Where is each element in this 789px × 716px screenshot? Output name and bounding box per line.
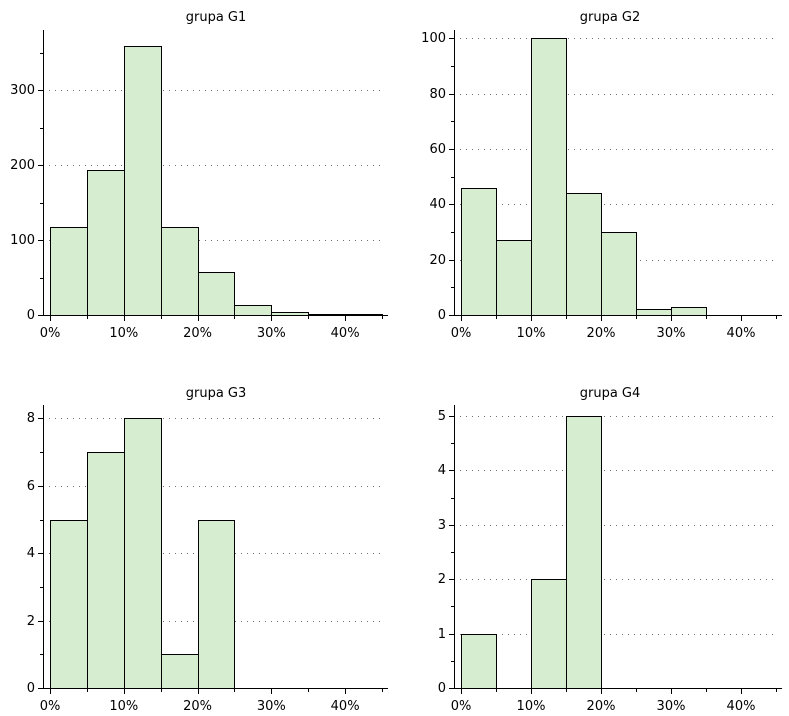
panel-title: grupa G4	[580, 386, 641, 401]
y-tick-label: 1	[438, 627, 446, 642]
x-tick-label: 30%	[657, 326, 686, 341]
histogram-bar	[461, 188, 497, 316]
x-tick-label: 0%	[451, 699, 472, 714]
y-tick-label: 8	[27, 411, 35, 426]
histogram-bar	[531, 38, 567, 316]
panel-title: grupa G2	[580, 10, 641, 25]
x-tick-label: 40%	[727, 699, 756, 714]
histogram-bar	[198, 272, 235, 316]
x-tick-label: 10%	[109, 326, 138, 341]
panel-g3: grupa G3 0 2 4 6 8 0% 10% 20% 30% 40%	[27, 386, 388, 714]
histogram-bar	[234, 305, 272, 316]
y-tick-label: 4	[27, 546, 35, 561]
histogram-bar	[531, 579, 567, 689]
histogram-bar	[50, 520, 88, 689]
x-tick-label: 40%	[331, 326, 360, 341]
panel-g1: grupa G1 0 100 200 300 0% 10% 20% 30% 40%	[10, 10, 388, 341]
x-tick-label: 20%	[587, 699, 616, 714]
y-tick-label: 6	[27, 479, 35, 494]
histogram-bar	[161, 654, 199, 689]
histogram-bar	[161, 227, 199, 316]
y-tick-label: 300	[10, 83, 35, 98]
y-tick-label: 0	[438, 681, 446, 696]
x-tick-label: 0%	[40, 699, 61, 714]
y-tick-label: 5	[438, 409, 446, 424]
histogram-bar	[124, 46, 162, 316]
histogram-bar	[50, 227, 88, 316]
x-tick-label: 40%	[727, 326, 756, 341]
y-tick-label: 60	[429, 142, 446, 157]
histogram-bar	[198, 520, 235, 689]
histogram-bar	[566, 193, 602, 316]
y-tick-label: 200	[10, 158, 35, 173]
panel-g4: grupa G4 0 1 2 3 4 5 0% 10% 20% 30% 40%	[438, 386, 782, 714]
y-tick-label: 100	[10, 233, 35, 248]
histogram-bar	[461, 634, 497, 689]
y-tick-label: 2	[438, 572, 446, 587]
y-tick-label: 40	[429, 197, 446, 212]
histogram-bar	[601, 232, 637, 316]
x-tick-label: 20%	[587, 326, 616, 341]
histogram-bar	[671, 307, 707, 316]
x-tick-label: 10%	[517, 326, 546, 341]
x-tick-label: 30%	[257, 699, 286, 714]
panel-title: grupa G1	[186, 10, 247, 25]
x-tick-label: 20%	[183, 699, 212, 714]
histogram-bar	[496, 240, 532, 316]
y-tick-label: 4	[438, 463, 446, 478]
y-tick-label: 20	[429, 253, 446, 268]
x-tick-label: 10%	[109, 699, 138, 714]
y-tick-label: 0	[27, 681, 35, 696]
x-tick-label: 40%	[331, 699, 360, 714]
x-tick-label: 30%	[257, 326, 286, 341]
y-tick-label: 100	[421, 31, 446, 46]
histogram-bar	[636, 309, 672, 316]
x-tick-label: 30%	[657, 699, 686, 714]
x-tick-label: 20%	[183, 326, 212, 341]
panel-title: grupa G3	[186, 386, 247, 401]
histogram-bar	[87, 170, 125, 316]
panel-g2: grupa G2 0 20 40 60 80 100 0% 10% 20% 30% 40%	[421, 10, 782, 341]
x-tick-label: 0%	[451, 326, 472, 341]
histogram-bar	[124, 418, 162, 689]
y-tick-label: 3	[438, 518, 446, 533]
y-tick-label: 0	[27, 308, 35, 323]
x-tick-label: 10%	[517, 699, 546, 714]
y-tick-label: 2	[27, 614, 35, 629]
histogram-bar	[87, 452, 125, 689]
y-tick-label: 0	[438, 308, 446, 323]
histogram-bar	[566, 416, 602, 689]
x-tick-label: 0%	[40, 326, 61, 341]
y-tick-label: 80	[429, 87, 446, 102]
